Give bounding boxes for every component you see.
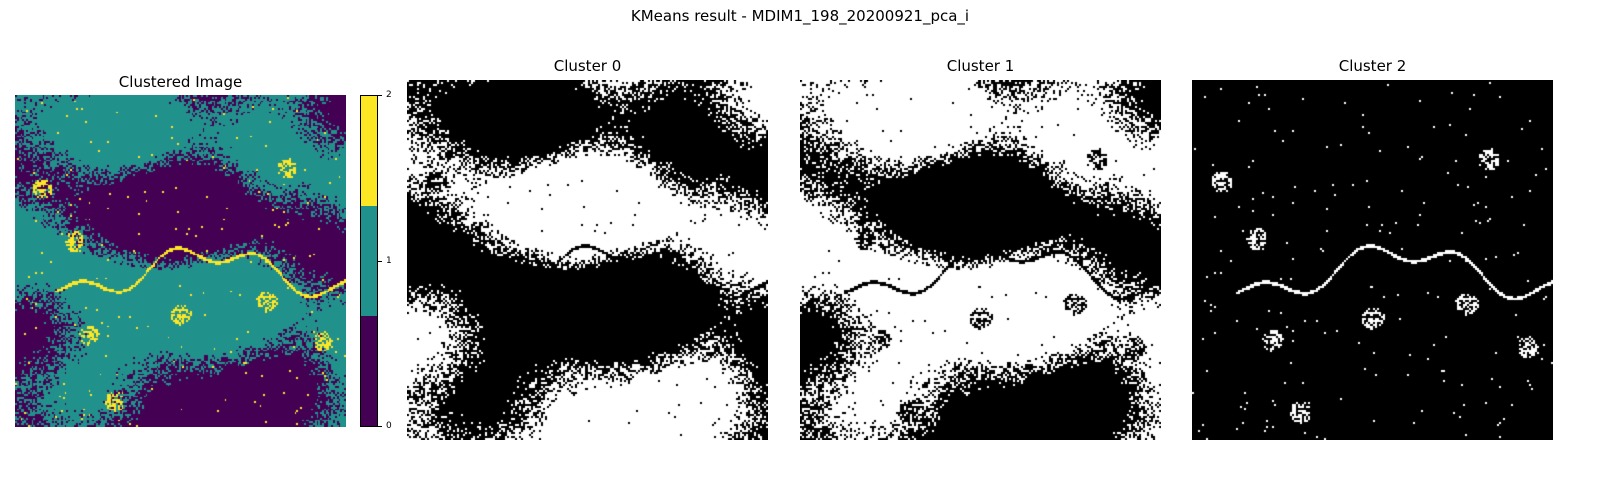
colorbar-tick-0 [378,426,382,427]
cluster-0-mask [407,80,768,440]
cluster-0-title: Cluster 0 [553,57,622,75]
clustered-image [15,95,346,427]
colorbar-label-1: 1 [386,256,392,266]
cluster-2-title: Cluster 2 [1338,57,1407,75]
cluster-1-mask [800,80,1161,440]
colorbar-label-0: 0 [386,421,392,431]
colorbar-tick-1 [378,261,382,262]
colorbar-label-2: 2 [386,90,392,100]
cluster-1-title: Cluster 1 [946,57,1015,75]
figure-title: KMeans result - MDIM1_198_20200921_pca_i [630,7,970,25]
cluster-2-mask [1192,80,1553,440]
colorbar-segment-2 [361,96,377,207]
clustered-image-title: Clustered Image [118,73,243,91]
colorbar [360,95,378,427]
colorbar-segment-0 [361,315,377,426]
colorbar-tick-2 [378,95,382,96]
colorbar-segment-1 [361,205,377,316]
